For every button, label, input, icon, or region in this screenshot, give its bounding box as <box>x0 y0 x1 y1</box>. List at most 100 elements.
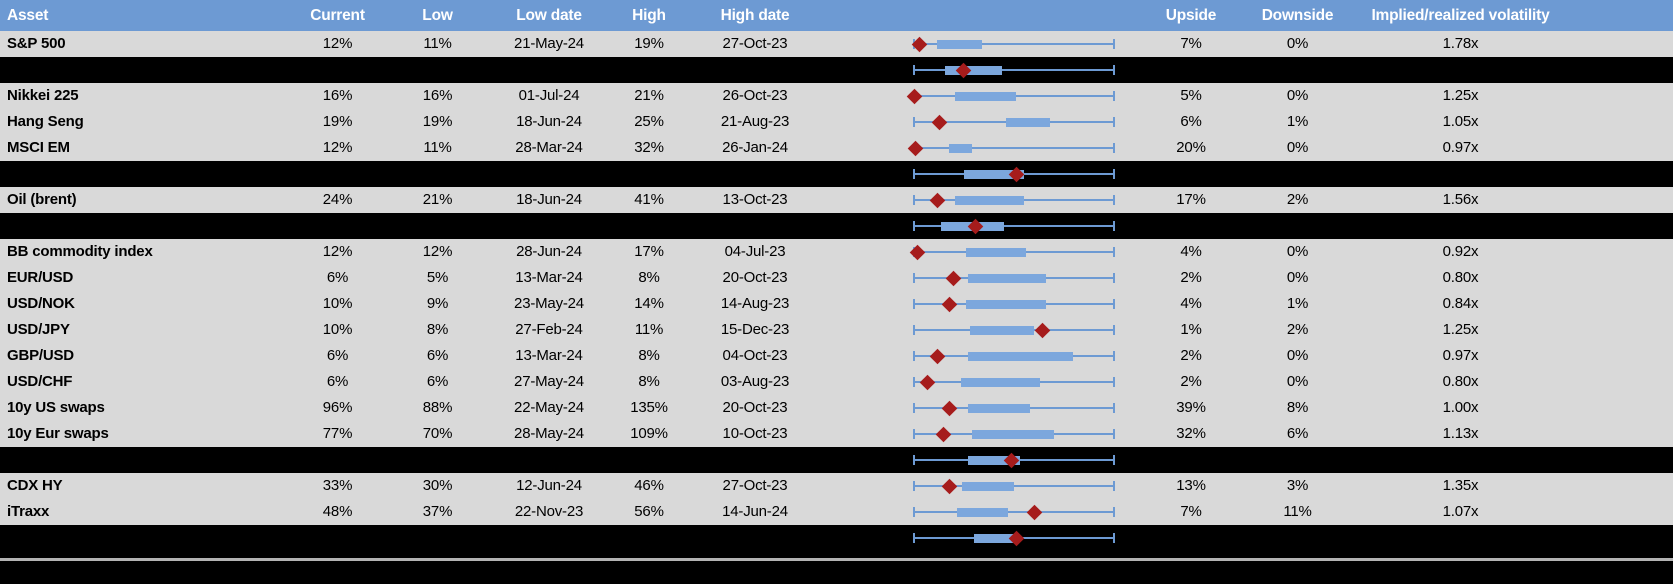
whisker-right-cap <box>1113 39 1115 49</box>
table-body: S&P 500 12% 11% 21-May-24 19% 27-Oct-23 … <box>0 31 1673 551</box>
whisker-right-cap <box>1113 351 1115 361</box>
bottom-black-band <box>0 551 1673 558</box>
low-date-value: 13-Mar-24 <box>515 347 583 364</box>
table-row: Oil (brent) 24% 21% 18-Jun-24 41% 13-Oct… <box>0 187 1673 213</box>
low-vol-value: 21% <box>422 191 453 208</box>
range-boxplot-area <box>913 369 1115 395</box>
upside-value: 4% <box>1180 243 1202 260</box>
high-vol-value <box>618 57 680 83</box>
col-header-high: High <box>632 7 666 24</box>
range-boxplot <box>830 187 1130 213</box>
low-date-value: 21-May-24 <box>514 35 584 52</box>
low-vol-value: 16% <box>422 87 453 104</box>
summary-row <box>0 161 1673 187</box>
asset-name <box>0 161 280 187</box>
range-boxplot <box>830 239 1130 265</box>
low-vol-value: 12% <box>422 243 453 260</box>
high-vol-value <box>618 525 680 551</box>
downside-value <box>1252 525 1343 551</box>
upside-value: 13% <box>1176 477 1206 494</box>
range-boxplot-area <box>913 421 1115 447</box>
whisker-right-cap <box>1113 403 1115 413</box>
downside-value <box>1252 57 1343 83</box>
low-date-value: 28-Jun-24 <box>516 243 582 260</box>
whisker-right-cap <box>1113 117 1115 127</box>
range-box <box>969 325 1035 335</box>
current-vol-value: 6% <box>326 269 349 286</box>
range-box <box>967 455 1021 465</box>
current-vol-value <box>280 213 395 239</box>
low-date-value <box>480 525 618 551</box>
range-boxplot <box>830 57 1130 83</box>
high-date-value: 27-Oct-23 <box>722 477 788 494</box>
col-header-high-date: High date <box>720 7 790 24</box>
range-boxplot-area <box>913 187 1115 213</box>
implied-realized-ratio-value: 0.80x <box>1442 373 1479 390</box>
range-boxplot <box>830 161 1130 187</box>
range-boxplot <box>830 265 1130 291</box>
upside-value: 5% <box>1180 87 1202 104</box>
whisker-right-cap <box>1113 325 1115 335</box>
whisker-left-cap <box>913 507 915 517</box>
row-filler <box>1578 343 1673 369</box>
range-boxplot <box>830 525 1130 551</box>
low-vol-value: 37% <box>422 503 453 520</box>
whisker-left-cap <box>913 481 915 491</box>
whisker-right-cap <box>1113 195 1115 205</box>
range-box <box>973 533 1019 543</box>
current-level-diamond-marker <box>1034 322 1051 338</box>
high-date-value: 04-Jul-23 <box>724 243 786 260</box>
upside-value: 1% <box>1180 321 1202 338</box>
high-vol-value: 17% <box>634 243 664 260</box>
range-boxplot <box>830 135 1130 161</box>
high-vol-value: 21% <box>634 87 664 104</box>
current-level-diamond-marker <box>941 296 958 312</box>
table-row: USD/NOK 10% 9% 23-May-24 14% 14-Aug-23 4… <box>0 291 1673 317</box>
col-header-low: Low <box>422 7 453 24</box>
upside-value: 39% <box>1176 399 1206 416</box>
implied-realized-ratio-value: 1.25x <box>1442 87 1479 104</box>
downside-value: 0% <box>1286 139 1309 156</box>
low-date-value: 28-May-24 <box>514 425 584 442</box>
whisker-right-cap <box>1113 533 1115 543</box>
implied-realized-ratio-value: 1.35x <box>1442 477 1479 494</box>
summary-row <box>0 447 1673 473</box>
asset-name: EUR/USD <box>7 269 74 286</box>
range-boxplot <box>830 499 1130 525</box>
low-date-value: 22-Nov-23 <box>514 503 584 520</box>
asset-name: USD/JPY <box>7 321 70 338</box>
downside-value: 6% <box>1286 425 1309 442</box>
implied-realized-ratio-value: 1.07x <box>1442 503 1479 520</box>
col-header-downside: Downside <box>1261 7 1334 24</box>
asset-name: iTraxx <box>7 503 50 520</box>
range-box <box>955 195 1025 205</box>
range-boxplot <box>830 369 1130 395</box>
current-level-diamond-marker <box>907 140 923 156</box>
high-vol-value: 11% <box>634 321 664 338</box>
current-vol-value: 10% <box>322 295 353 312</box>
implied-realized-ratio-value <box>1343 213 1578 239</box>
range-boxplot-area <box>913 213 1115 239</box>
asset-name <box>0 57 280 83</box>
current-level-diamond-marker <box>935 426 952 442</box>
row-filler <box>1578 213 1673 239</box>
whisker-left-cap <box>913 221 915 231</box>
row-filler <box>1578 291 1673 317</box>
asset-name <box>0 447 280 473</box>
downside-value: 1% <box>1286 113 1309 130</box>
current-vol-value <box>280 525 395 551</box>
range-boxplot <box>830 395 1130 421</box>
asset-name <box>0 525 280 551</box>
asset-name: Oil (brent) <box>7 191 77 208</box>
current-level-diamond-marker <box>929 348 946 364</box>
range-box <box>963 169 1025 179</box>
whisker-right-cap <box>1113 455 1115 465</box>
table-row: 10y Eur swaps 77% 70% 28-May-24 109% 10-… <box>0 421 1673 447</box>
range-boxplot-area <box>913 161 1115 187</box>
row-filler <box>1578 135 1673 161</box>
downside-value <box>1252 161 1343 187</box>
high-date-value <box>680 525 830 551</box>
asset-name: 10y US swaps <box>7 399 105 416</box>
high-date-value: 20-Oct-23 <box>722 269 788 286</box>
whisker-line <box>913 147 1115 149</box>
